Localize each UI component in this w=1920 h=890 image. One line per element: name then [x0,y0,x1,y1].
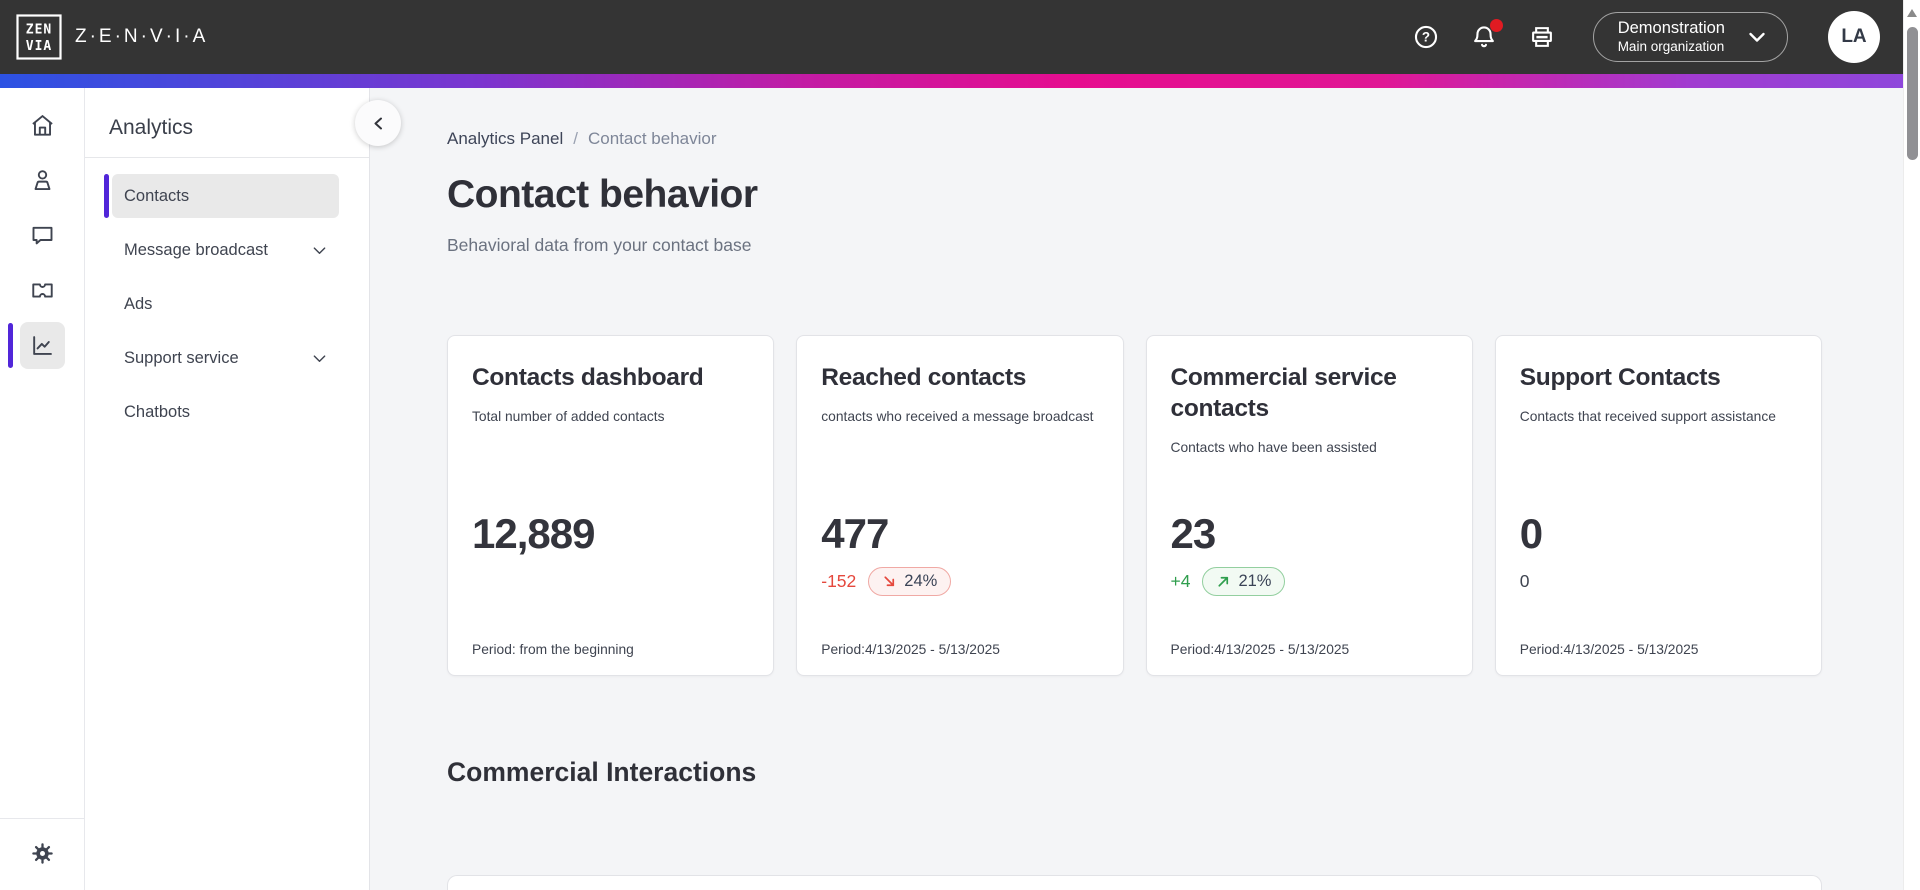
sidebar-item-support-service[interactable]: Support service [112,336,339,380]
rail-item-analytics[interactable] [0,318,84,373]
org-switcher[interactable]: Demonstration Main organization [1592,12,1788,62]
icon-rail [0,88,85,890]
contacts-icon [34,170,50,191]
conversations-icon [32,226,52,245]
svg-text:?: ? [1422,30,1430,45]
card-period: Period:4/13/2025 - 5/13/2025 [821,642,1000,657]
bell-icon [1473,26,1494,48]
svg-text:VIA: VIA [26,39,52,54]
sidebar-item-label: Support service [124,348,239,367]
brand: ZEN VIA Z·E·N·V·I·A [16,14,208,60]
scrollbar[interactable] [1903,0,1920,890]
brand-wordmark: Z·E·N·V·I·A [75,26,209,47]
page-subtitle: Behavioral data from your contact base [447,235,752,255]
analytics-sidebar: Analytics Contacts Message broadcast Ads [85,88,401,890]
topbar: ZEN VIA Z·E·N·V·I·A ? [0,0,1920,74]
card-value: 23 [1170,510,1217,557]
notifications-button[interactable] [1469,19,1503,52]
trend-badge: 24% [868,566,952,596]
kpi-cards-row: Contacts dashboard Total number of added… [447,335,1822,676]
trend-up-icon [1218,576,1229,587]
scrollbar-thumb[interactable] [1907,27,1918,160]
delta-value: +4 [1170,570,1191,591]
trend-percent: 24% [904,571,938,590]
sidebar-item-message-broadcast[interactable]: Message broadcast [112,228,339,272]
card-title: Commercial service contacts [1170,364,1397,422]
card-commercial-service-contacts: Commercial service contacts Contacts who… [1145,335,1473,676]
trend-down-icon [884,575,895,586]
card-value: 0 [1519,510,1543,557]
chevron-down-icon [1749,32,1765,42]
svg-text:ZEN: ZEN [26,23,52,38]
avatar[interactable]: LA [1828,11,1880,63]
card-contacts-dashboard: Contacts dashboard Total number of added… [447,335,775,676]
card-support-contacts: Support Contacts Contacts that received … [1494,335,1822,676]
breadcrumb-separator: / [573,129,578,148]
breadcrumb: Analytics Panel / Contact behavior [447,129,1822,149]
sidebar-item-ads[interactable]: Ads [112,282,339,326]
home-icon [31,115,53,136]
chevron-down-icon [313,354,326,362]
card-period: Period:4/13/2025 - 5/13/2025 [1170,642,1350,657]
sidebar-item-label: Message broadcast [124,240,268,259]
section-title-commercial-interactions: Commercial Interactions [447,757,757,787]
card-secondary-value: 0 [1519,570,1530,591]
card-title: Contacts dashboard [472,364,704,391]
card-description: contacts who received a message broadcas… [821,409,1094,424]
delta-value: -152 [821,570,857,591]
sidebar-menu: Contacts Message broadcast Ads Support s… [104,174,339,434]
main-content: Analytics Panel / Contact behavior Conta… [370,88,1920,890]
trend-percent: 21% [1238,571,1272,590]
help-button[interactable]: ? [1411,22,1441,52]
page-title: Contact behavior [447,173,758,216]
rail-item-campaigns[interactable] [0,263,84,318]
card-title: Support Contacts [1519,364,1721,391]
scroll-up-arrow[interactable] [1907,9,1917,17]
settings-button[interactable] [30,841,55,869]
card-value: 12,889 [472,510,595,557]
card-description: Total number of added contacts [472,409,665,424]
brand-gradient-bar [0,74,1920,88]
notification-badge [1489,19,1503,32]
sidebar-title: Analytics [109,116,194,139]
help-icon: ? [1414,25,1437,49]
rail-bottom [0,818,84,890]
commercial-interactions-panel [447,875,1822,890]
printer-button[interactable] [1527,22,1557,52]
zenvia-logo-icon: ZEN VIA [16,14,62,60]
gear-icon [31,842,53,864]
sidebar-item-label: Chatbots [124,402,191,421]
breadcrumb-current: Contact behavior [587,129,717,148]
card-description: Contacts who have been assisted [1170,440,1377,455]
divider [85,157,369,158]
card-value: 477 [821,510,889,557]
sidebar-item-chatbots[interactable]: Chatbots [112,390,339,434]
rail-item-contacts[interactable] [0,153,84,208]
chevron-down-icon [313,246,326,254]
sidebar-item-label: Ads [124,294,153,313]
sidebar-item-label: Contacts [124,186,190,205]
collapse-sidebar-button[interactable] [355,100,401,146]
rail-item-home[interactable] [0,98,84,153]
breadcrumb-analytics-panel[interactable]: Analytics Panel [447,129,564,148]
trend-badge: 21% [1202,566,1286,596]
topbar-actions: ? Demonstration [1383,11,1880,63]
card-description: Contacts that received support assistanc… [1519,409,1776,424]
card-title: Reached contacts [821,364,1027,391]
card-period: Period:4/13/2025 - 5/13/2025 [1519,642,1699,657]
card-period: Period: from the beginning [472,642,634,657]
sidebar-item-contacts[interactable]: Contacts [104,174,339,218]
campaigns-ticket-icon [31,283,53,298]
card-reached-contacts: Reached contacts contacts who received a… [796,335,1124,676]
analytics-icon [32,336,52,355]
org-name: Demonstration [1617,19,1725,38]
rail-item-conversations[interactable] [0,208,84,263]
chevron-left-icon [374,117,382,129]
org-sub-label: Main organization [1617,38,1725,54]
printer-icon [1531,27,1552,47]
